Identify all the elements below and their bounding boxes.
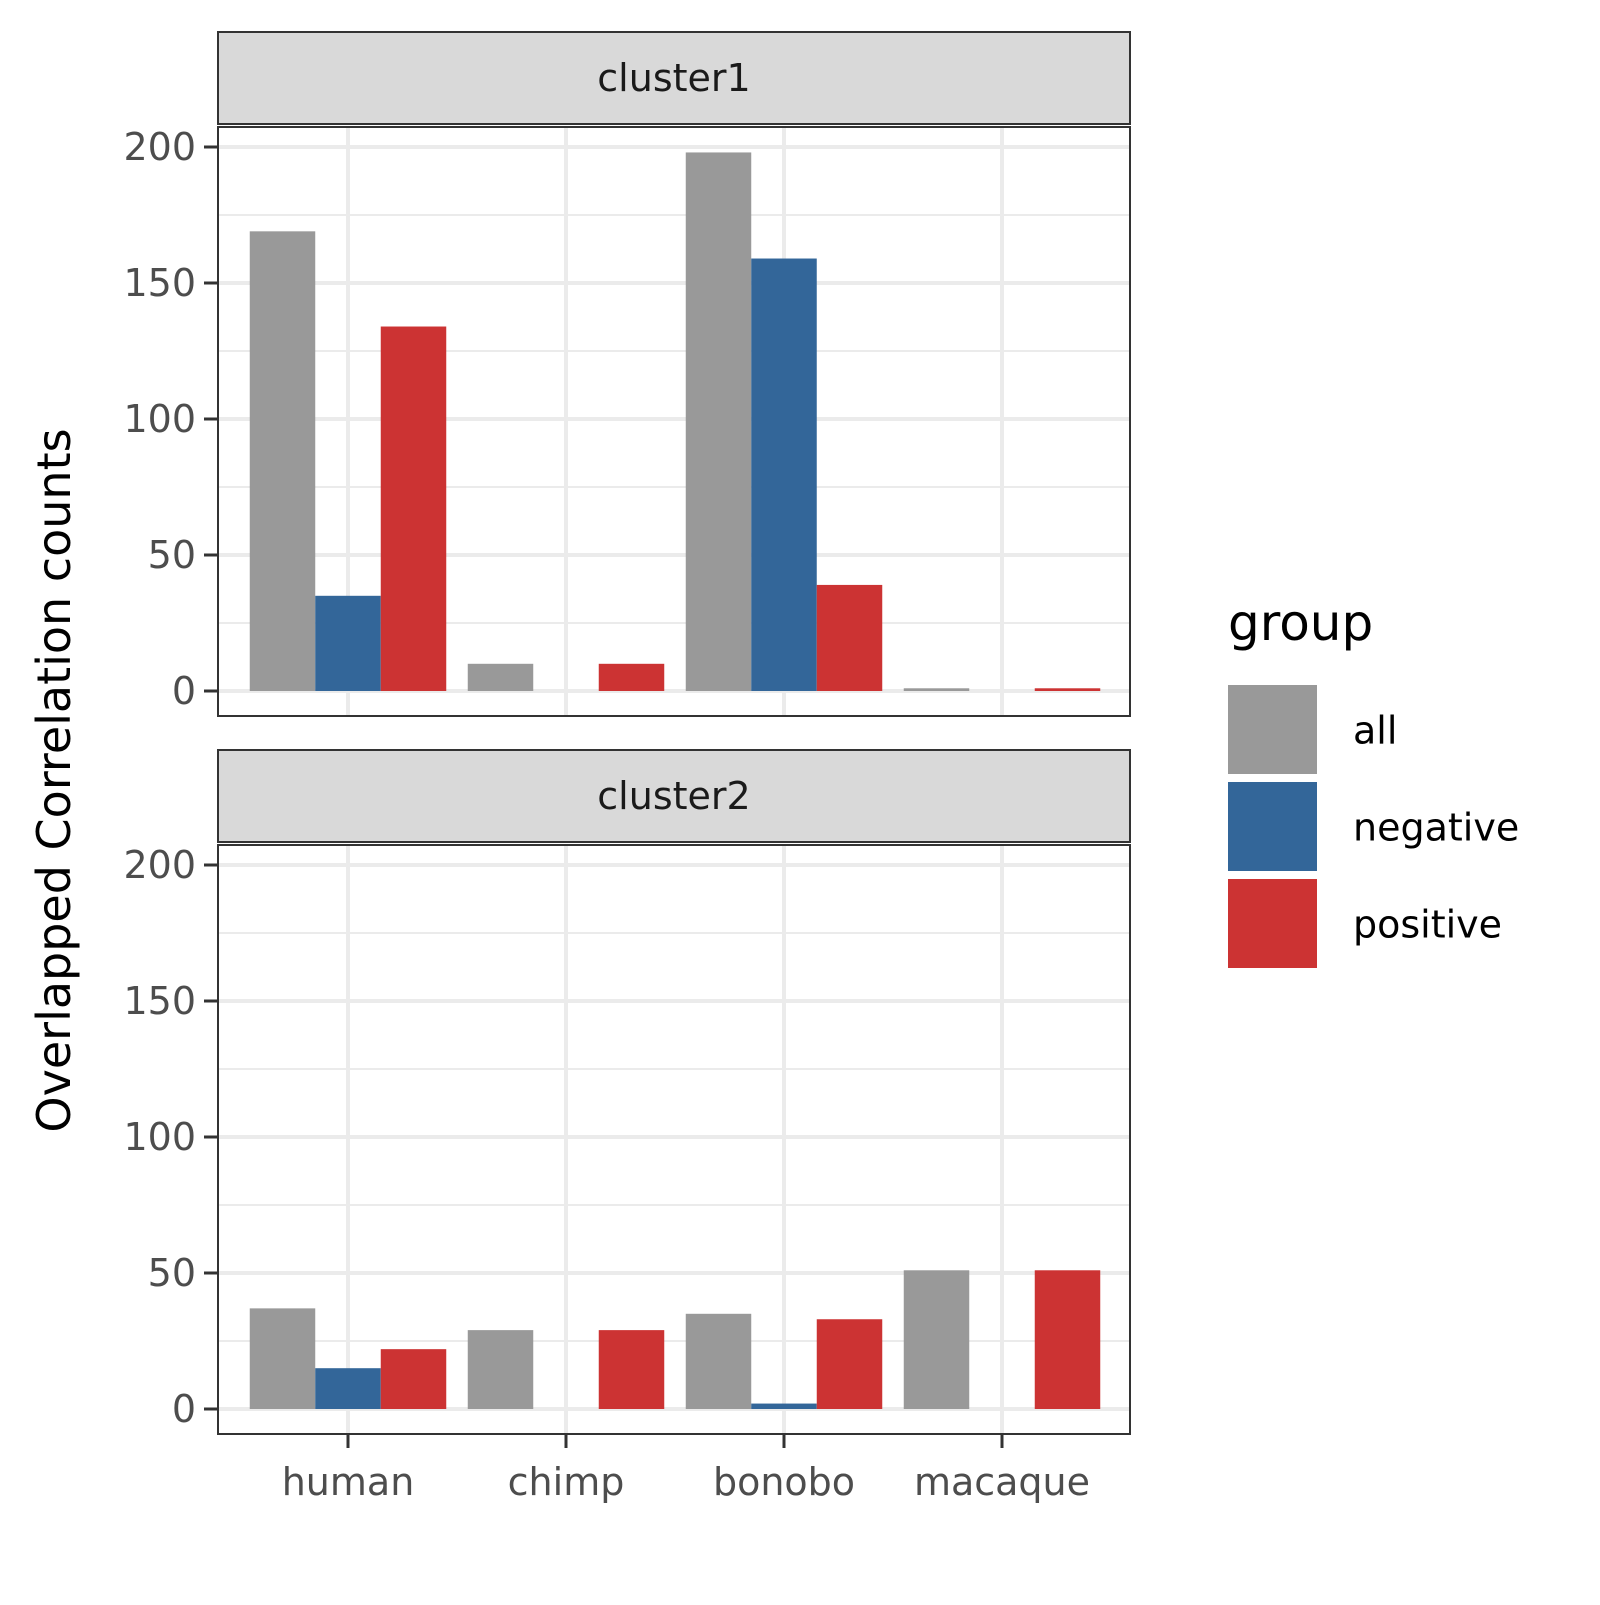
x-tick-label: chimp	[508, 1460, 625, 1504]
panel-border	[217, 126, 1131, 717]
bar-cluster2-human-all	[249, 1308, 316, 1409]
bar-cluster1-human-positive	[380, 326, 447, 691]
y-tick-label: 100	[123, 397, 196, 441]
facet-strip-label: cluster2	[597, 774, 750, 818]
bar-cluster2-macaque-positive	[1034, 1270, 1101, 1409]
bar-cluster1-bonobo-positive	[816, 584, 883, 691]
bar-cluster1-chimp-all	[467, 663, 534, 691]
y-tick-label: 150	[123, 979, 196, 1023]
legend-key-positive	[1228, 879, 1317, 968]
x-tick-label: macaque	[914, 1460, 1090, 1504]
panel-border	[217, 844, 1131, 1435]
bar-cluster2-bonobo-positive	[816, 1319, 883, 1409]
y-axis-title: Overlapped Correlation counts	[27, 428, 81, 1132]
bar-cluster2-human-negative	[315, 1368, 381, 1409]
panel-background	[218, 845, 1130, 1434]
bar-cluster1-macaque-positive	[1034, 688, 1101, 691]
y-tick-label: 0	[172, 1387, 196, 1431]
bar-cluster2-human-positive	[380, 1349, 447, 1409]
bar-cluster1-human-negative	[315, 595, 381, 691]
bar-cluster1-chimp-positive	[598, 663, 665, 691]
bar-cluster2-bonobo-negative	[751, 1403, 817, 1409]
legend-title: group	[1228, 594, 1373, 652]
legend-label-all: all	[1353, 709, 1397, 753]
bar-cluster1-bonobo-all	[685, 152, 752, 691]
bar-cluster1-bonobo-negative	[751, 258, 817, 691]
y-tick-label: 0	[172, 669, 196, 713]
bar-cluster1-human-all	[249, 231, 316, 691]
legend-key-negative	[1228, 782, 1317, 871]
bar-cluster1-macaque-all	[903, 688, 970, 691]
y-tick-label: 50	[148, 533, 196, 577]
legend-label-positive: positive	[1353, 903, 1502, 947]
x-tick-label: human	[282, 1460, 415, 1504]
bar-cluster2-macaque-all	[903, 1270, 970, 1409]
y-tick-label: 200	[123, 843, 196, 887]
legend-label-negative: negative	[1353, 806, 1519, 850]
bar-cluster2-chimp-positive	[598, 1330, 665, 1409]
y-tick-label: 150	[123, 261, 196, 305]
x-tick-label: bonobo	[713, 1460, 855, 1504]
bar-cluster2-chimp-all	[467, 1330, 534, 1409]
bar-cluster2-bonobo-all	[685, 1313, 752, 1409]
facet-strip-1	[217, 31, 1131, 125]
legend-key-all	[1228, 685, 1317, 774]
facet-strip-label: cluster1	[597, 56, 750, 100]
y-tick-label: 200	[123, 125, 196, 169]
y-tick-label: 50	[148, 1251, 196, 1295]
y-tick-label: 100	[123, 1115, 196, 1159]
facet-strip-2	[217, 749, 1131, 843]
